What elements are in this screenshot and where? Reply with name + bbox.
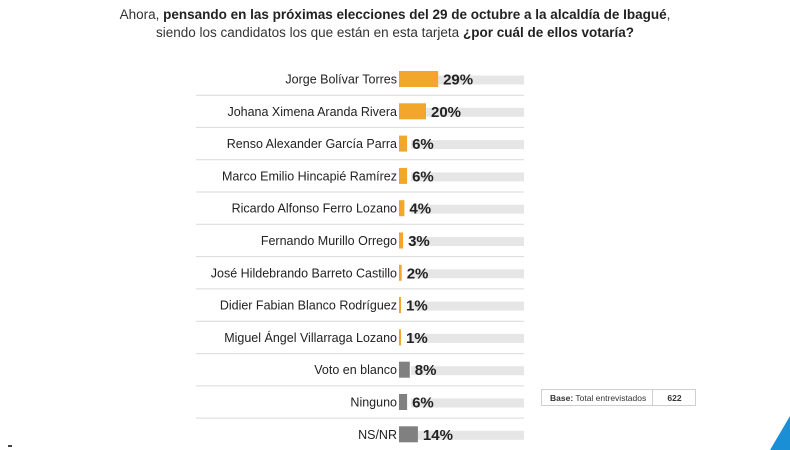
bar-track (411, 366, 524, 376)
base-label-text: Total entrevistados (573, 393, 647, 403)
bar (399, 329, 401, 346)
category-label: Ninguno (350, 396, 397, 410)
bar (399, 135, 408, 152)
value-label: 4% (409, 201, 431, 218)
value-label: 6% (412, 168, 434, 185)
category-label: Renso Alexander García Parra (227, 137, 397, 151)
bar-track (411, 75, 524, 85)
bar-track (411, 107, 524, 117)
bar (399, 297, 401, 314)
category-label: Didier Fabian Blanco Rodríguez (220, 299, 397, 313)
bar (399, 361, 410, 378)
bar (399, 394, 408, 410)
value-label: 29% (443, 72, 473, 89)
value-label: 6% (412, 395, 434, 412)
bar (399, 71, 439, 87)
bar-track (411, 398, 524, 408)
bar-track (411, 140, 524, 150)
question-line1-bold: pensando en las próximas elecciones del … (163, 7, 667, 22)
value-label: 1% (406, 330, 428, 347)
question-line-1: Ahora, pensando en las próximas eleccion… (0, 6, 790, 24)
bar (399, 264, 402, 281)
value-label: 8% (415, 362, 437, 379)
bar-track (411, 301, 524, 311)
value-label: 14% (423, 427, 453, 444)
corner-mark (8, 445, 12, 447)
bar (399, 232, 404, 249)
question-line2-prefix: siendo los candidatos los que están en e… (155, 25, 463, 40)
base-value: 622 (667, 393, 682, 403)
category-label: Ricardo Alfonso Ferro Lozano (232, 202, 397, 216)
question-text: Ahora, pensando en las próximas eleccion… (0, 6, 790, 42)
bar (399, 103, 426, 120)
base-separator (652, 390, 653, 405)
question-line1-suffix: , (666, 7, 671, 22)
value-label: 2% (407, 265, 429, 282)
corner-decoration (770, 416, 790, 450)
base-label: Base: Total entrevistados (550, 393, 646, 403)
category-label: Jorge Bolívar Torres (285, 73, 397, 87)
base-box: Base: Total entrevistados 622 (541, 389, 696, 406)
question-line2-bold: ¿por cuál de ellos votaría? (462, 25, 634, 40)
base-label-bold: Base: (550, 393, 574, 403)
value-label: 6% (412, 136, 434, 153)
category-label: Johana Ximena Aranda Rivera (227, 105, 397, 119)
bar-track (411, 237, 524, 246)
question-line-2: siendo los candidatos los que están en e… (0, 24, 790, 42)
category-label: NS/NR (358, 428, 397, 442)
bar-track (411, 430, 524, 440)
bar-track (411, 172, 524, 182)
category-label: Fernando Murillo Orrego (261, 234, 397, 248)
value-label: 1% (406, 298, 428, 315)
value-label: 20% (431, 104, 461, 121)
bar-track (411, 333, 524, 343)
value-label: 3% (408, 233, 430, 250)
bar-track (411, 269, 524, 279)
bar-track (411, 204, 524, 214)
category-label: Miguel Ángel Villarraga Lozano (224, 330, 397, 345)
category-label: José Hildebrando Barreto Castillo (211, 266, 397, 280)
bar (399, 200, 405, 217)
bar (399, 426, 418, 443)
bar (399, 167, 408, 184)
category-label: Voto en blanco (314, 363, 397, 377)
question-line1-prefix: Ahora, (119, 7, 164, 22)
category-label: Marco Emilio Hincapié Ramírez (222, 169, 397, 183)
